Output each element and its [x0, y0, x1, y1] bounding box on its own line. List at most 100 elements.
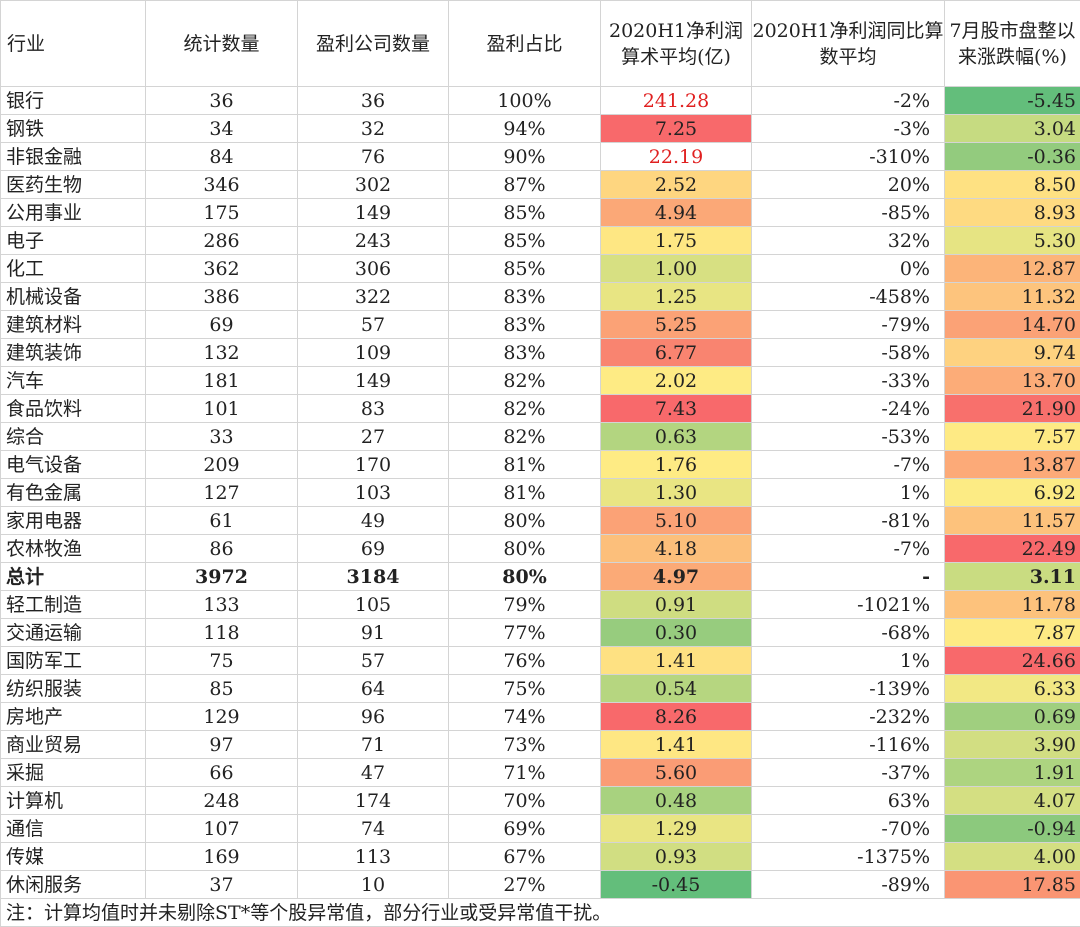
cell-yoy: -81% [752, 507, 945, 535]
cell-yoy: -33% [752, 367, 945, 395]
cell-industry: 银行 [1, 87, 146, 115]
cell-count: 69 [146, 311, 298, 339]
cell-yoy: -7% [752, 535, 945, 563]
cell-yoy: -85% [752, 199, 945, 227]
cell-yoy: -1021% [752, 591, 945, 619]
cell-avg-profit: 1.00 [601, 255, 752, 283]
cell-count: 386 [146, 283, 298, 311]
cell-avg-profit: 1.29 [601, 815, 752, 843]
cell-profitable: 174 [298, 787, 449, 815]
cell-count: 346 [146, 171, 298, 199]
cell-avg-profit: 6.77 [601, 339, 752, 367]
cell-count: 181 [146, 367, 298, 395]
cell-avg-profit: 4.18 [601, 535, 752, 563]
cell-profitable: 83 [298, 395, 449, 423]
cell-change: 3.11 [945, 563, 1080, 591]
cell-change: 3.90 [945, 731, 1080, 759]
header-avg-profit: 2020H1净利润算术平均(亿) [601, 1, 752, 87]
cell-ratio: 69% [449, 815, 601, 843]
cell-yoy: 20% [752, 171, 945, 199]
cell-count: 97 [146, 731, 298, 759]
cell-avg-profit: 2.52 [601, 171, 752, 199]
cell-industry: 交通运输 [1, 619, 146, 647]
cell-yoy: -58% [752, 339, 945, 367]
cell-count: 36 [146, 87, 298, 115]
cell-count: 362 [146, 255, 298, 283]
cell-profitable: 71 [298, 731, 449, 759]
cell-count: 61 [146, 507, 298, 535]
cell-change: -5.45 [945, 87, 1080, 115]
cell-count: 37 [146, 871, 298, 899]
cell-count: 75 [146, 647, 298, 675]
cell-industry: 钢铁 [1, 115, 146, 143]
cell-count: 133 [146, 591, 298, 619]
cell-industry: 计算机 [1, 787, 146, 815]
cell-change: 14.70 [945, 311, 1080, 339]
cell-profitable: 109 [298, 339, 449, 367]
cell-change: 11.32 [945, 283, 1080, 311]
header-change: 7月股市盘整以来涨跌幅(%) [945, 1, 1080, 87]
header-profitable: 盈利公司数量 [298, 1, 449, 87]
cell-ratio: 75% [449, 675, 601, 703]
cell-ratio: 77% [449, 619, 601, 647]
cell-count: 84 [146, 143, 298, 171]
cell-ratio: 85% [449, 255, 601, 283]
cell-avg-profit: 8.26 [601, 703, 752, 731]
cell-industry: 非银金融 [1, 143, 146, 171]
cell-profitable: 36 [298, 87, 449, 115]
cell-profitable: 96 [298, 703, 449, 731]
cell-profitable: 149 [298, 199, 449, 227]
cell-ratio: 74% [449, 703, 601, 731]
cell-profitable: 69 [298, 535, 449, 563]
cell-ratio: 80% [449, 563, 601, 591]
cell-industry: 医药生物 [1, 171, 146, 199]
cell-avg-profit: 7.43 [601, 395, 752, 423]
cell-profitable: 103 [298, 479, 449, 507]
cell-industry: 电气设备 [1, 451, 146, 479]
cell-industry: 传媒 [1, 843, 146, 871]
cell-yoy: -310% [752, 143, 945, 171]
cell-ratio: 82% [449, 367, 601, 395]
cell-yoy: -3% [752, 115, 945, 143]
cell-ratio: 83% [449, 311, 601, 339]
cell-industry: 纺织服装 [1, 675, 146, 703]
cell-industry: 机械设备 [1, 283, 146, 311]
cell-change: 1.91 [945, 759, 1080, 787]
cell-avg-profit: 1.41 [601, 731, 752, 759]
cell-change: 7.87 [945, 619, 1080, 647]
cell-avg-profit: 1.25 [601, 283, 752, 311]
cell-ratio: 80% [449, 535, 601, 563]
cell-ratio: 81% [449, 451, 601, 479]
cell-avg-profit: 1.41 [601, 647, 752, 675]
cell-count: 175 [146, 199, 298, 227]
cell-profitable: 306 [298, 255, 449, 283]
cell-industry: 建筑材料 [1, 311, 146, 339]
cell-ratio: 67% [449, 843, 601, 871]
cell-count: 118 [146, 619, 298, 647]
cell-profitable: 27 [298, 423, 449, 451]
cell-yoy: -53% [752, 423, 945, 451]
cell-industry: 房地产 [1, 703, 146, 731]
cell-industry: 总计 [1, 563, 146, 591]
cell-ratio: 80% [449, 507, 601, 535]
cell-yoy: -79% [752, 311, 945, 339]
cell-ratio: 76% [449, 647, 601, 675]
cell-yoy: -116% [752, 731, 945, 759]
cell-yoy: 1% [752, 479, 945, 507]
cell-change: -0.94 [945, 815, 1080, 843]
